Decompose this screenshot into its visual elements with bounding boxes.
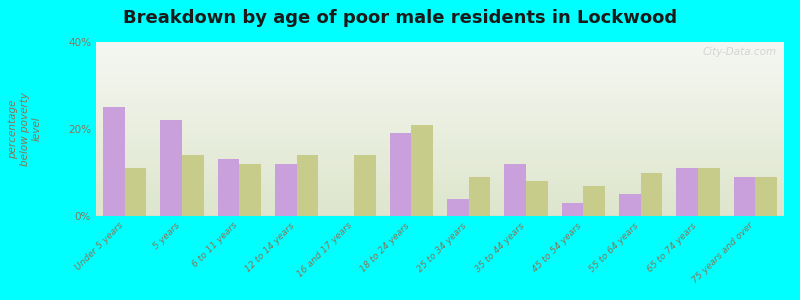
Bar bbox=[160, 120, 182, 216]
Bar bbox=[583, 185, 605, 216]
Bar bbox=[218, 159, 239, 216]
Text: Breakdown by age of poor male residents in Lockwood: Breakdown by age of poor male residents … bbox=[123, 9, 677, 27]
Bar bbox=[504, 164, 526, 216]
Bar bbox=[275, 164, 297, 216]
Bar bbox=[698, 168, 720, 216]
Bar bbox=[411, 124, 433, 216]
Bar bbox=[641, 172, 662, 216]
Bar bbox=[676, 168, 698, 216]
Bar bbox=[297, 155, 318, 216]
Text: percentage
below poverty
level: percentage below poverty level bbox=[8, 92, 42, 166]
Bar bbox=[447, 199, 469, 216]
Bar bbox=[469, 177, 490, 216]
Bar bbox=[619, 194, 641, 216]
Bar bbox=[390, 133, 411, 216]
Bar bbox=[755, 177, 777, 216]
Bar bbox=[354, 155, 376, 216]
Bar bbox=[182, 155, 204, 216]
Bar bbox=[239, 164, 261, 216]
Bar bbox=[103, 107, 125, 216]
Bar bbox=[526, 181, 548, 216]
Bar bbox=[734, 177, 755, 216]
Bar bbox=[125, 168, 146, 216]
Bar bbox=[562, 203, 583, 216]
Text: City-Data.com: City-Data.com bbox=[703, 47, 777, 57]
